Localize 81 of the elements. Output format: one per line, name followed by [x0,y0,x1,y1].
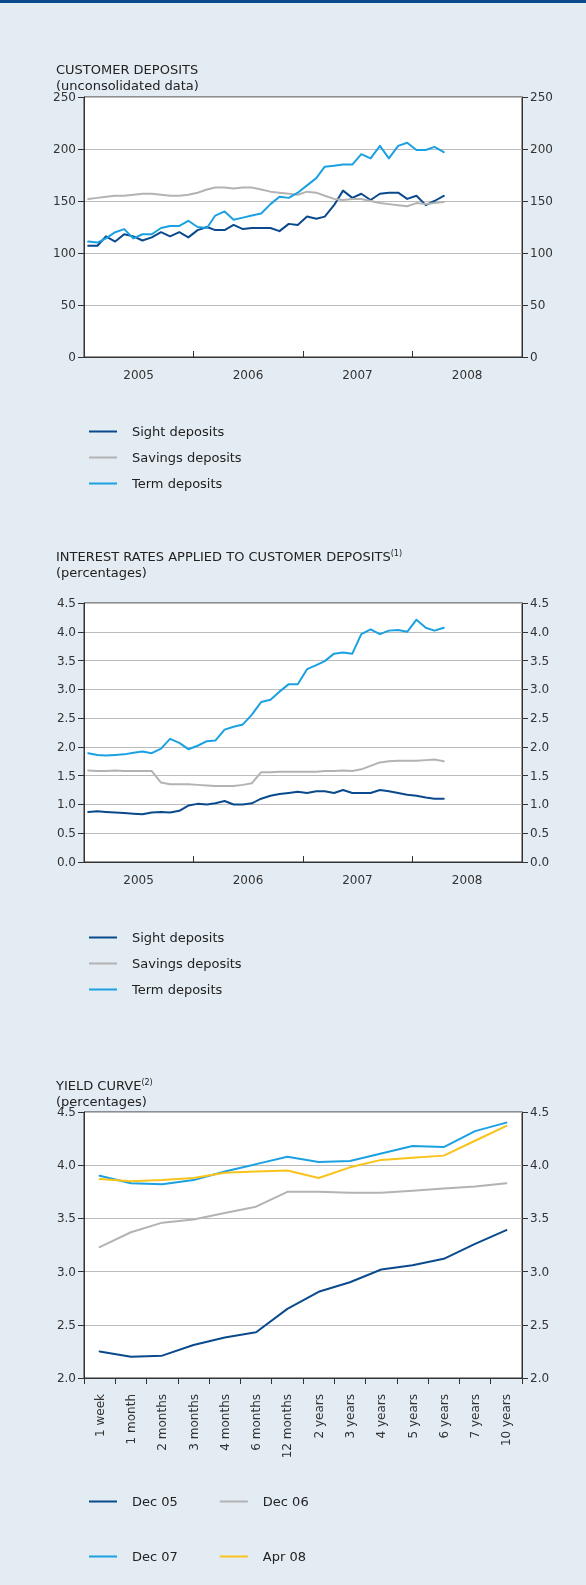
x-tick-label: 3 months [186,1394,201,1451]
y2-tick-label: 4.0 [530,1158,550,1173]
y2-tick-label: 3.5 [530,1211,550,1226]
y-tick-label: 2.5 [56,711,76,726]
legend-label: Sight deposits [132,930,225,945]
y-tick-label: 0.0 [56,855,76,869]
y2-tick-label: 4.5 [530,1105,550,1119]
legend-label: Sight deposits [132,424,225,439]
y-tick-label: 2.0 [56,739,76,754]
legend-label: Dec 06 [262,1494,309,1509]
y-tick-label: 4.0 [56,624,76,639]
y2-tick-label: 50 [530,298,546,312]
y-tick-label: 3.5 [56,1211,76,1226]
y2-tick-label: 250 [530,90,553,104]
y2-tick-label: 4.5 [530,596,550,610]
x-tick-label: 7 years [468,1394,483,1439]
y2-tick-label: 100 [530,246,553,260]
x-tick-label: 2007 [342,873,373,887]
x-tick-label: 2007 [342,368,373,382]
y-tick-label: 0 [68,350,76,364]
y2-tick-label: 2.5 [530,711,550,726]
y-tick-label: 3.5 [56,653,76,668]
x-tick-label: 1 month [123,1394,138,1445]
legend-label: Savings deposits [132,956,242,971]
x-tick-label: 2006 [232,873,264,887]
y2-tick-label: 200 [530,142,553,156]
legend-label: Apr 08 [262,1549,306,1564]
y2-tick-label: 2.0 [530,739,550,754]
y2-tick-label: 1.0 [530,797,550,812]
legend-label: Term deposits [131,476,223,491]
y-tick-label: 250 [53,90,76,104]
x-tick-label: 1 week [92,1393,107,1437]
legend-label: Savings deposits [132,450,242,465]
x-tick-label: 2 years [311,1394,326,1439]
x-tick-label: 3 years [342,1394,357,1439]
y2-tick-label: 0.0 [530,855,550,869]
y-tick-label: 4.5 [56,596,76,610]
x-tick-label: 6 months [249,1394,264,1451]
y-tick-label: 100 [53,246,76,260]
chart-title: CUSTOMER DEPOSITS [56,62,199,77]
x-tick-label: 2008 [451,368,483,382]
x-tick-label: 6 years [436,1394,451,1439]
y-tick-label: 150 [53,194,76,208]
y2-tick-label: 0.5 [530,826,550,841]
chart-subtitle: (percentages) [56,1094,147,1110]
y2-tick-label: 0 [530,350,538,364]
y2-tick-label: 3.0 [530,682,550,697]
y-tick-label: 0.5 [56,826,76,841]
y-tick-label: 3.0 [56,682,76,697]
y-tick-label: 4.0 [56,1158,76,1173]
x-tick-label: 2 months [155,1394,170,1451]
y-tick-label: 3.0 [56,1264,76,1279]
y2-tick-label: 2.0 [530,1371,550,1385]
x-tick-label: 10 years [499,1394,514,1447]
y-tick-label: 2.5 [56,1317,76,1332]
x-tick-label: 2005 [123,873,154,887]
x-tick-label: 12 months [280,1394,295,1459]
chart-title: INTEREST RATES APPLIED TO CUSTOMER DEPOSITS$^{(1)}$ [56,549,403,565]
y-tick-label: 50 [60,298,76,312]
chart-subtitle: (unconsolidated data) [56,78,199,93]
legend-label: Dec 07 [132,1549,178,1564]
x-tick-label: 4 years [374,1394,389,1439]
y2-tick-label: 1.5 [530,768,550,783]
x-tick-label: 4 months [217,1394,232,1451]
y-tick-label: 1.5 [56,768,76,783]
legend-label: Dec 05 [132,1494,178,1509]
y2-tick-label: 150 [530,194,553,208]
y-tick-label: 200 [53,142,76,156]
chart-subtitle: (percentages) [56,565,147,581]
x-tick-label: 2006 [232,368,264,382]
y2-tick-label: 2.5 [530,1317,550,1332]
x-tick-label: 5 years [405,1394,420,1439]
y-tick-label: 1.0 [56,797,76,812]
x-tick-label: 2008 [451,873,483,887]
x-tick-label: 2005 [123,368,154,382]
legend-label: Term deposits [131,982,223,997]
y-tick-label: 2.0 [56,1371,76,1385]
chart-title: YIELD CURVE$^{(2)}$ [56,1078,153,1094]
y2-tick-label: 3.0 [530,1264,550,1279]
y2-tick-label: 4.0 [530,624,550,639]
y2-tick-label: 3.5 [530,653,550,668]
